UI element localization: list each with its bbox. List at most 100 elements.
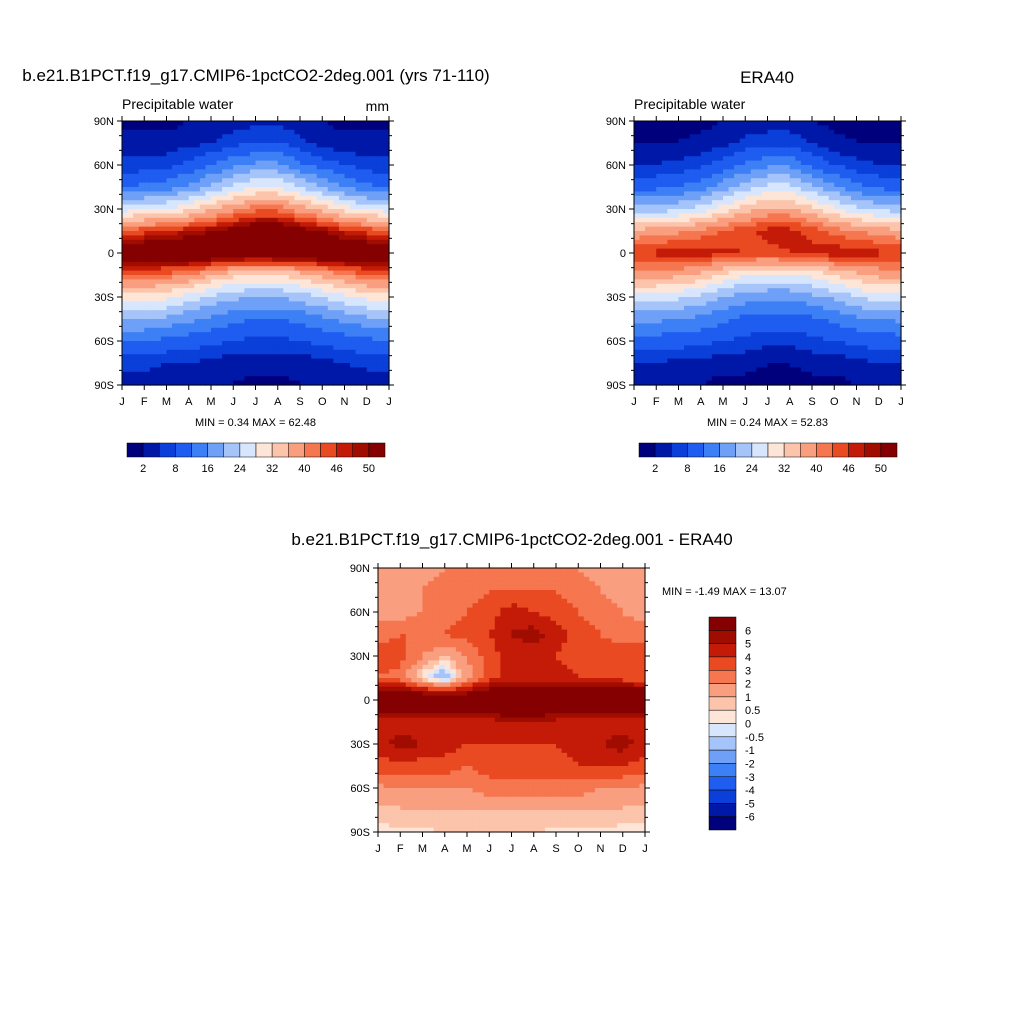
heatmap-cell (194, 376, 201, 382)
heatmap-cell (255, 336, 262, 342)
heatmap-cell (272, 310, 279, 316)
heatmap-cell (172, 358, 179, 364)
heatmap-cell (238, 129, 245, 135)
heatmap-cell (745, 275, 752, 280)
heatmap-cell (149, 169, 156, 175)
heatmap-cell (372, 336, 379, 342)
heatmap-cell (795, 288, 802, 294)
heatmap-cell (233, 363, 240, 368)
heatmap-cell (261, 257, 268, 263)
heatmap-cell (160, 358, 168, 364)
heatmap-cell (672, 336, 680, 342)
heatmap-cell (144, 125, 151, 131)
heatmap-cell (266, 248, 273, 254)
heatmap-cell (188, 257, 195, 263)
heatmap-cell (706, 209, 713, 214)
heatmap-cell (177, 187, 184, 192)
heatmap-cell (327, 125, 334, 131)
heatmap-cell (194, 283, 201, 289)
heatmap-cell (138, 204, 145, 210)
heatmap-cell (750, 341, 757, 346)
heatmap-cell (778, 143, 785, 148)
heatmap-cell (767, 187, 774, 192)
heatmap-cell (160, 147, 168, 153)
heatmap-cell (678, 327, 685, 333)
heatmap-cell (227, 279, 234, 285)
heatmap-cell (739, 195, 746, 201)
heatmap-cell (656, 191, 663, 197)
heatmap-cell (745, 371, 752, 377)
heatmap-cell (177, 239, 184, 245)
heatmap-cell (761, 121, 769, 126)
heatmap-cell (122, 363, 129, 368)
heatmap-cell (728, 257, 735, 263)
heatmap-cell (366, 319, 373, 324)
heatmap-cell (383, 349, 390, 355)
heatmap-cell (377, 182, 385, 188)
heatmap-cell (717, 253, 724, 258)
heatmap-cell (711, 182, 719, 188)
heatmap-cell (667, 204, 674, 210)
heatmap-cell (288, 332, 296, 338)
heatmap-cell (778, 182, 785, 188)
heatmap-cell (711, 204, 719, 210)
heatmap-cell (734, 261, 741, 267)
heatmap-cell (344, 217, 351, 223)
heatmap-cell (322, 182, 329, 188)
heatmap-cell (188, 279, 195, 285)
heatmap-cell (216, 226, 223, 232)
heatmap-cell (166, 222, 173, 228)
heatmap-cell (800, 358, 808, 364)
heatmap-cell (283, 204, 290, 210)
heatmap-cell (177, 266, 184, 272)
y-tick-label: 60N (94, 160, 114, 172)
heatmap-cell (277, 182, 284, 188)
heatmap-cell (639, 275, 646, 280)
heatmap-cell (166, 349, 173, 355)
heatmap-cell (695, 187, 702, 192)
heatmap-cell (238, 217, 245, 223)
heatmap-cell (723, 345, 730, 351)
heatmap-cell (728, 279, 735, 285)
heatmap-cell (695, 270, 702, 276)
heatmap-cell (778, 376, 785, 382)
heatmap-cell (695, 345, 702, 351)
heatmap-cell (812, 367, 819, 373)
heatmap-cell (650, 226, 657, 232)
heatmap-cell (327, 279, 334, 285)
heatmap-cell (238, 261, 245, 267)
heatmap-cell (266, 151, 273, 157)
heatmap-cell (667, 310, 674, 316)
heatmap-cell (383, 279, 390, 285)
heatmap-cell (216, 283, 223, 289)
heatmap-cell (773, 253, 780, 258)
heatmap-cell (784, 341, 791, 346)
heatmap-cell (645, 332, 652, 338)
heatmap-cell (188, 125, 195, 131)
heatmap-cell (133, 182, 140, 188)
heatmap-cell (639, 195, 646, 201)
heatmap-cell (316, 195, 323, 201)
heatmap-cell (138, 178, 145, 184)
heatmap-cell (283, 305, 290, 311)
heatmap-cell (778, 191, 785, 197)
heatmap-cell (667, 231, 674, 236)
heatmap-cell (706, 376, 713, 382)
heatmap-cell (645, 314, 652, 320)
variable-label: Precipitable water (634, 96, 746, 112)
heatmap-cell (667, 151, 674, 157)
heatmap-cell (734, 226, 741, 232)
heatmap-cell (255, 297, 262, 302)
heatmap-cell (144, 151, 151, 157)
heatmap-cell (756, 125, 763, 131)
heatmap-cell (249, 195, 257, 201)
heatmap-cell (812, 209, 819, 214)
heatmap-cell (199, 173, 207, 179)
heatmap-cell (750, 283, 757, 289)
heatmap-cell (711, 336, 719, 342)
heatmap-cell (183, 323, 190, 329)
heatmap-cell (172, 297, 179, 302)
heatmap-cell (756, 129, 763, 135)
heatmap-cell (127, 156, 134, 162)
heatmap-cell (288, 165, 296, 170)
